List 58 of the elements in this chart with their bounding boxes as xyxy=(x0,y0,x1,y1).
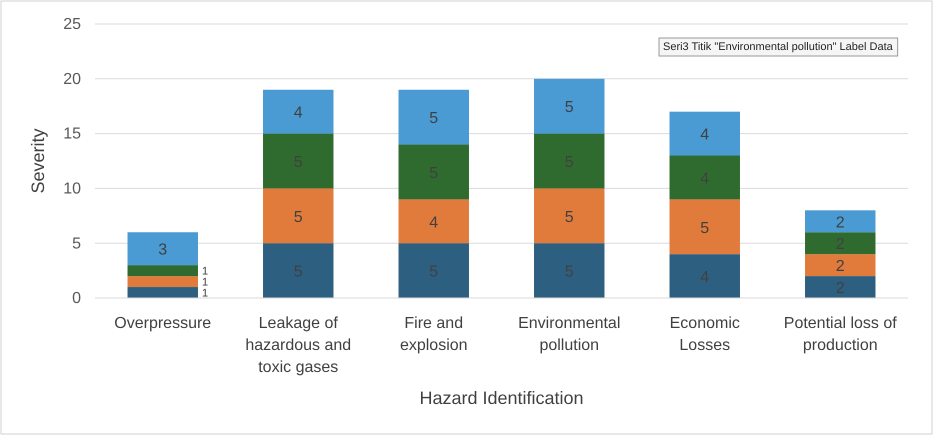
bar xyxy=(534,243,604,298)
data-label: 4 xyxy=(294,104,303,122)
x-tick-label: Fire and explosion xyxy=(400,315,468,354)
x-tick-label: Leakage of hazardous and toxic gases xyxy=(245,315,352,376)
y-tick-label: 10 xyxy=(63,180,82,198)
bar xyxy=(263,134,334,188)
bar xyxy=(670,156,740,200)
bar xyxy=(805,276,876,298)
bar xyxy=(128,265,198,276)
data-label: 4 xyxy=(700,126,710,144)
data-label: 5 xyxy=(564,264,574,281)
x-axis-title: Hazard Identification xyxy=(419,388,584,408)
x-tick-label: Overpressure xyxy=(114,315,212,332)
data-label: 4 xyxy=(429,214,438,232)
bar xyxy=(398,90,469,145)
data-label: 4 xyxy=(700,269,710,286)
data-label: 5 xyxy=(700,220,710,237)
bar xyxy=(670,254,740,298)
bar xyxy=(398,243,469,298)
bar xyxy=(263,243,334,298)
bar xyxy=(534,134,604,188)
data-label: 5 xyxy=(294,208,303,226)
data-label: 2 xyxy=(836,214,845,232)
y-axis-title: Severity xyxy=(28,128,48,194)
bar xyxy=(263,188,334,244)
x-tick-label: Potential loss of production xyxy=(784,315,898,354)
bar xyxy=(398,144,469,200)
bar xyxy=(670,199,740,254)
y-tick-label: 15 xyxy=(63,126,82,143)
y-tick-label: 0 xyxy=(72,290,82,308)
y-tick-label: 25 xyxy=(63,16,82,34)
bar xyxy=(805,254,876,276)
annotation: Seri3 Titik "Environmental pollution" Label Data xyxy=(663,41,894,53)
data-label: 5 xyxy=(564,208,574,226)
data-label: 5 xyxy=(564,99,574,116)
bar xyxy=(398,199,469,244)
bar xyxy=(534,188,604,244)
data-label: 2 xyxy=(836,280,845,298)
y-tick-label: 20 xyxy=(63,70,82,88)
data-label: 3 xyxy=(158,242,168,259)
x-tick-label: Economic Losses xyxy=(670,315,740,354)
data-label: 1 xyxy=(202,288,208,300)
bar xyxy=(670,112,740,156)
data-label: 1 xyxy=(202,276,208,289)
bar xyxy=(805,232,876,254)
y-tick-label: 5 xyxy=(72,235,82,252)
data-label: 2 xyxy=(836,258,845,276)
bar xyxy=(805,210,876,232)
bar xyxy=(128,276,198,288)
data-label: 5 xyxy=(429,264,438,281)
data-label: 5 xyxy=(294,264,303,281)
bar xyxy=(128,287,198,298)
bar xyxy=(263,90,334,134)
data-label: 1 xyxy=(202,266,208,278)
x-tick-label: Environmental pollution xyxy=(518,315,620,354)
bar xyxy=(534,78,604,134)
bar xyxy=(128,232,198,266)
data-label: 5 xyxy=(429,110,438,128)
